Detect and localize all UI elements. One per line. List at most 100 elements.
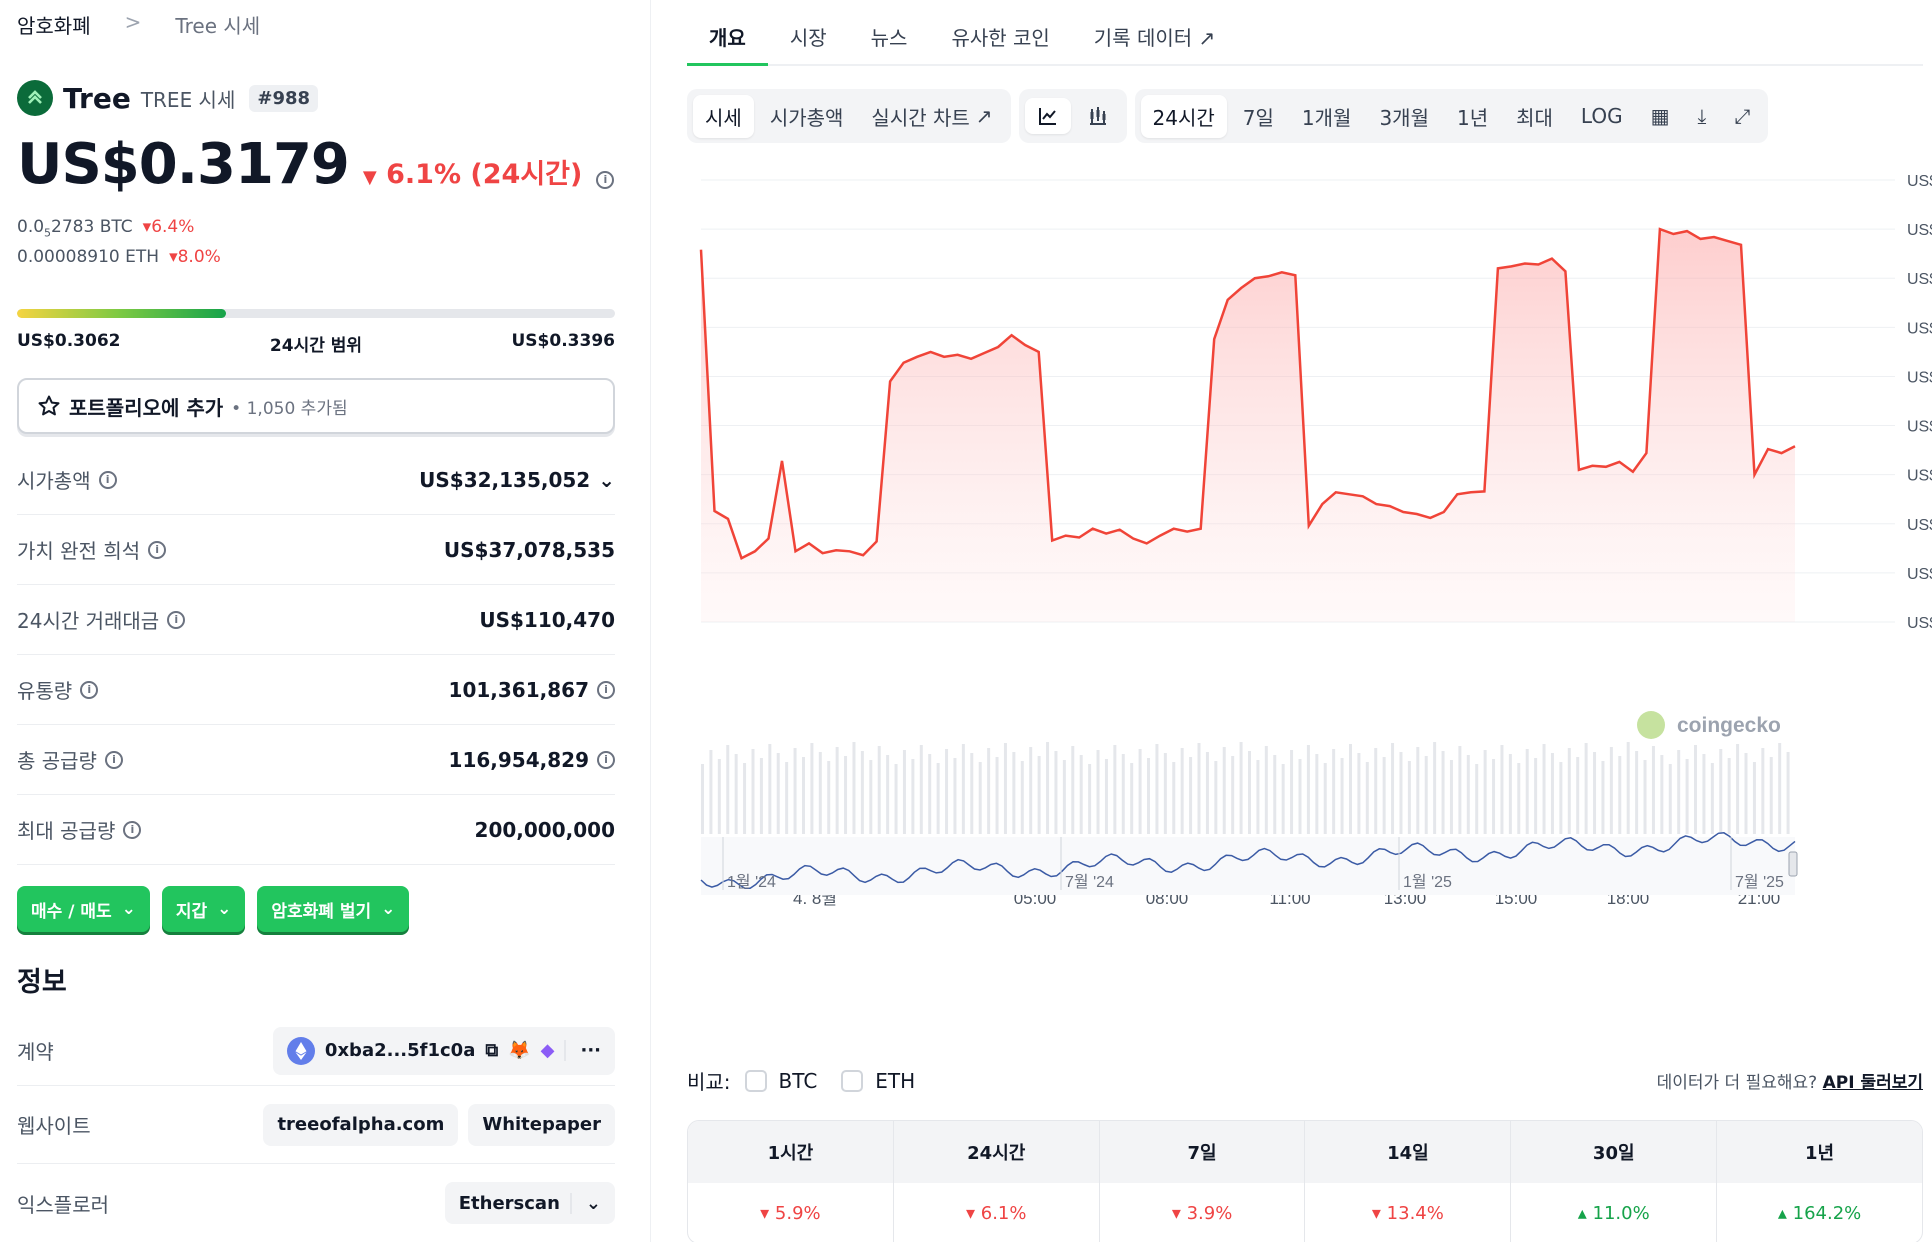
info-icon[interactable]: i <box>596 170 615 189</box>
volume-bar <box>1601 761 1605 834</box>
copy-icon[interactable]: ⧉ <box>485 1040 499 1061</box>
volume-bar <box>1407 761 1411 834</box>
api-prompt: 데이터가 더 필요해요? API 둘러보기 <box>1657 1068 1923 1093</box>
volume-bar <box>1239 742 1243 834</box>
y-tick-label: US$0.305 <box>1907 566 1932 583</box>
range-max[interactable]: 최대 <box>1516 105 1553 130</box>
btc-compare-label[interactable]: BTC <box>778 1068 818 1093</box>
range-7d[interactable]: 7일 <box>1242 105 1274 130</box>
price-change: ▼ 6.1% (24시간) <box>363 152 582 191</box>
range-label: 24시간 범위 <box>269 336 363 356</box>
wallet-button[interactable]: 지갑 ⌄ <box>161 886 246 932</box>
info-icon[interactable]: i <box>167 610 186 629</box>
tab-markets[interactable]: 시장 <box>789 26 827 50</box>
tab-overview[interactable]: 개요 <box>687 14 768 66</box>
volume-bar <box>785 762 789 834</box>
add-to-portfolio-button[interactable]: 포트폴리오에 추가 • 1,050 추가됨 <box>17 378 615 434</box>
volume-bar <box>1290 750 1294 834</box>
navigator-tick-label: 7월 '24 <box>1065 873 1114 891</box>
btc-checkbox[interactable] <box>744 1069 767 1092</box>
download-icon[interactable]: ⤓ <box>1697 104 1707 128</box>
view-price[interactable]: 시세 <box>693 94 754 138</box>
volume-bar <box>734 754 738 834</box>
explorer-label: 익스플로러 <box>17 1192 109 1217</box>
earn-button[interactable]: 암호화폐 벌기 ⌄ <box>257 886 410 932</box>
range-1y[interactable]: 1년 <box>1456 105 1489 130</box>
breadcrumb-root[interactable]: 암호화폐 <box>17 14 91 38</box>
range-log[interactable]: LOG <box>1580 104 1623 128</box>
external-link-icon: ↗ <box>1198 26 1216 50</box>
volume-bar <box>1761 748 1765 834</box>
volume-bar <box>1256 760 1260 834</box>
volume-bar <box>1138 749 1142 834</box>
volume-bar <box>1029 747 1033 834</box>
info-icon[interactable]: i <box>80 680 99 699</box>
metamask-icon[interactable]: 🦊 <box>508 1040 531 1061</box>
candlestick-chart-icon[interactable] <box>1075 98 1121 134</box>
volume-bar <box>1189 757 1193 834</box>
volume-bar <box>1685 759 1689 834</box>
website-links: treeofalpha.com Whitepaper <box>263 1103 615 1146</box>
chevron-down-icon[interactable]: ⌄ <box>569 1192 615 1214</box>
volume-bar <box>1550 753 1554 834</box>
volume-bar <box>1281 764 1285 834</box>
price-row: US$0.3179 ▼ 6.1% (24시간) i <box>17 132 615 197</box>
stat-row-volume: 24시간 거래대금 i US$110,470 <box>17 585 615 655</box>
tab-historical-data[interactable]: 기록 데이터 ↗ <box>1072 14 1237 64</box>
info-icon[interactable]: i <box>597 750 615 769</box>
website-link[interactable]: treeofalpha.com <box>263 1103 459 1146</box>
eth-change: ▾8.0% <box>169 247 221 268</box>
info-icon[interactable]: i <box>597 680 615 699</box>
volume-bar <box>1483 750 1487 834</box>
explorer-link[interactable]: Etherscan <box>458 1192 560 1214</box>
calendar-icon[interactable]: ▦ <box>1650 104 1670 128</box>
volume-bar <box>1003 743 1007 834</box>
live-chart-label: 실시간 차트 <box>871 105 970 130</box>
stat-value: US$32,135,052 ⌄ <box>419 468 615 492</box>
volume-bar <box>1248 751 1251 834</box>
coin-header: Tree TREE 시세 #988 <box>17 80 319 116</box>
action-row: 매수 / 매도 ⌄ 지갑 ⌄ 암호화폐 벌기 ⌄ <box>17 886 410 932</box>
buy-sell-button[interactable]: 매수 / 매도 ⌄ <box>17 886 150 932</box>
volume-bar <box>1517 763 1521 834</box>
y-tick-label: US$0.315 <box>1907 468 1932 485</box>
info-icon[interactable]: i <box>104 750 123 769</box>
tab-similar-coins[interactable]: 유사한 코인 <box>951 26 1050 50</box>
view-market-cap[interactable]: 시가총액 <box>769 105 844 130</box>
wallet-label: 지갑 <box>175 901 208 922</box>
eth-checkbox[interactable] <box>841 1069 864 1092</box>
line-chart-icon[interactable] <box>1024 98 1071 134</box>
volume-bar <box>1197 743 1201 834</box>
extension-icon[interactable]: ◆ <box>540 1040 555 1061</box>
range-24h[interactable]: 24시간 <box>1140 94 1227 138</box>
range-1m[interactable]: 1개월 <box>1301 105 1352 130</box>
range-navigator[interactable]: 1월 '24 7월 '24 1월 '25 7월 '25 <box>700 832 1798 895</box>
price-area-fill <box>701 229 1795 622</box>
volume-bar <box>1626 742 1630 834</box>
info-icon[interactable]: i <box>123 820 142 839</box>
volume-bar <box>776 753 780 834</box>
fullscreen-icon[interactable]: ⤢ <box>1734 104 1751 128</box>
range-3m[interactable]: 3개월 <box>1379 105 1429 130</box>
chevron-down-icon[interactable]: ⌄ <box>598 467 615 492</box>
volume-bar <box>1340 758 1344 834</box>
price-chart[interactable]: US$0.345 US$0.34 US$0.335 US$0.33 US$0.325 US… <box>687 140 1932 1040</box>
tab-news[interactable]: 뉴스 <box>870 26 908 50</box>
more-button[interactable]: ··· <box>564 1040 601 1061</box>
performance-value: ▾ 13.4% <box>1305 1183 1512 1242</box>
view-live-chart[interactable]: 실시간 차트 ↗ <box>859 95 1004 138</box>
api-link[interactable]: API 둘러보기 <box>1822 1073 1923 1093</box>
info-icon[interactable]: i <box>98 470 117 489</box>
whitepaper-link[interactable]: Whitepaper <box>468 1103 615 1146</box>
performance-header: 1시간 <box>688 1121 894 1183</box>
info-icon[interactable]: i <box>148 540 167 559</box>
volume-bars <box>701 742 1790 834</box>
eth-compare-label[interactable]: ETH <box>875 1068 916 1093</box>
volume-bar <box>1399 752 1403 834</box>
volume-bar <box>726 745 730 834</box>
explorer-chip[interactable]: Etherscan ⌄ <box>444 1182 615 1224</box>
volume-bar <box>953 758 957 834</box>
info-section-title: 정보 <box>17 967 67 998</box>
stat-label: 총 공급량 i <box>17 745 123 774</box>
volume-bar <box>743 763 747 834</box>
